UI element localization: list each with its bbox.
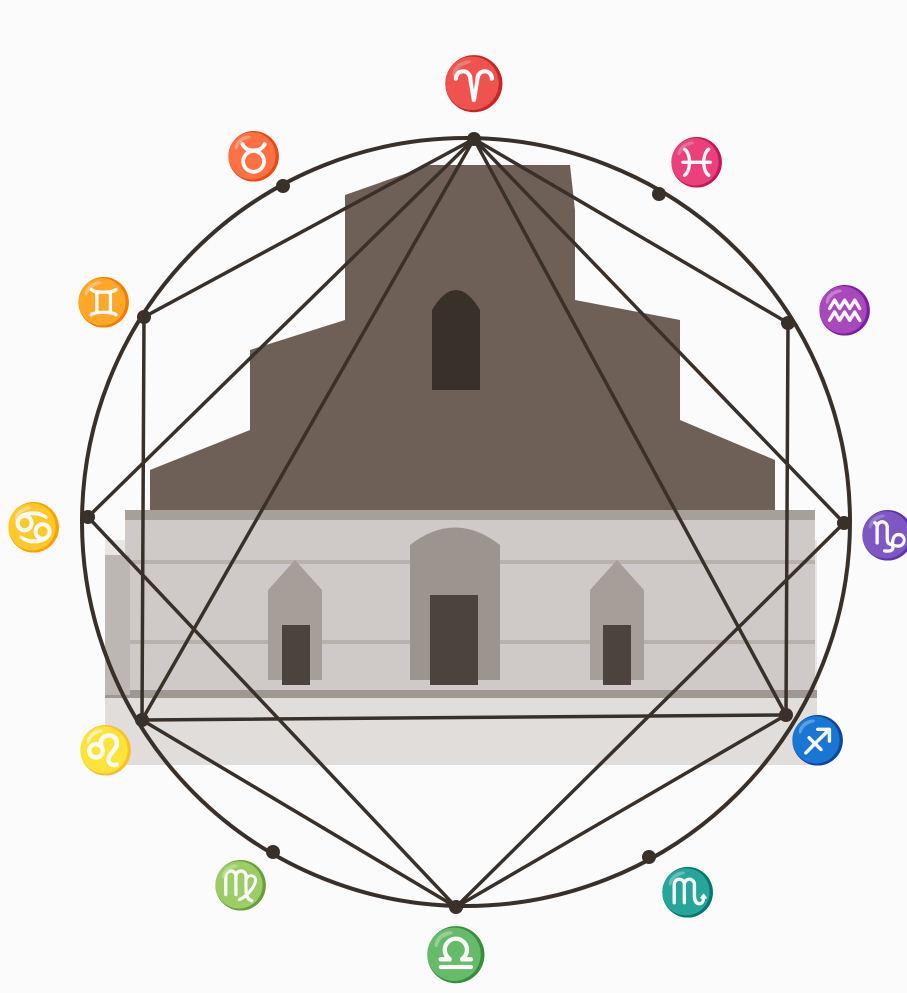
aquarius-glyph: ♒	[816, 283, 873, 337]
capricorn-glyph: ♑	[859, 508, 907, 562]
point-libra	[449, 900, 463, 914]
leo-glyph: ♌	[77, 723, 134, 777]
line-aries-capricorn	[472, 137, 846, 525]
zodiac-glyphs: ♈ ♉ ♊ ♋ ♌ ♍ ♎ ♏ ♐ ♑ ♒ ♓	[5, 54, 907, 986]
line-aries-sagittarius	[472, 137, 788, 717]
gemini-glyph: ♊	[75, 275, 132, 329]
aries-glyph: ♈	[442, 54, 507, 115]
line-aries-cancer	[86, 137, 476, 519]
virgo-glyph: ♍	[212, 858, 269, 912]
pisces-glyph: ♓	[668, 135, 725, 189]
point-gemini	[137, 310, 151, 324]
line-aries-aquarius	[472, 137, 790, 325]
scorpio-glyph: ♏	[659, 865, 716, 919]
point-pisces	[652, 187, 666, 201]
point-virgo	[266, 845, 280, 859]
libra-glyph: ♎	[424, 925, 489, 986]
point-leo	[135, 713, 149, 727]
point-sagittarius	[779, 708, 793, 722]
cancer-glyph: ♋	[5, 500, 62, 554]
taurus-glyph: ♉	[225, 129, 282, 183]
geometry	[80, 132, 852, 914]
line-aries-gemini	[142, 137, 476, 319]
point-scorpio	[642, 850, 656, 864]
line-gemini-leo	[140, 315, 146, 722]
point-aquarius	[781, 316, 795, 330]
line-leo-libra	[140, 718, 458, 909]
cathedral-facade-photo	[105, 165, 817, 765]
line-aries-leo	[140, 137, 476, 722]
sagittarius-glyph: ♐	[789, 713, 846, 767]
point-aries	[467, 132, 481, 146]
line-aquarius-sagittarius	[784, 321, 790, 717]
line-leo-sagittarius	[140, 713, 788, 722]
point-taurus	[276, 179, 290, 193]
line-cancer-libra	[86, 515, 458, 909]
point-capricorn	[837, 516, 851, 530]
line-capricorn-libra	[454, 521, 846, 909]
line-sagittarius-libra	[454, 713, 788, 909]
point-cancer	[81, 510, 95, 524]
